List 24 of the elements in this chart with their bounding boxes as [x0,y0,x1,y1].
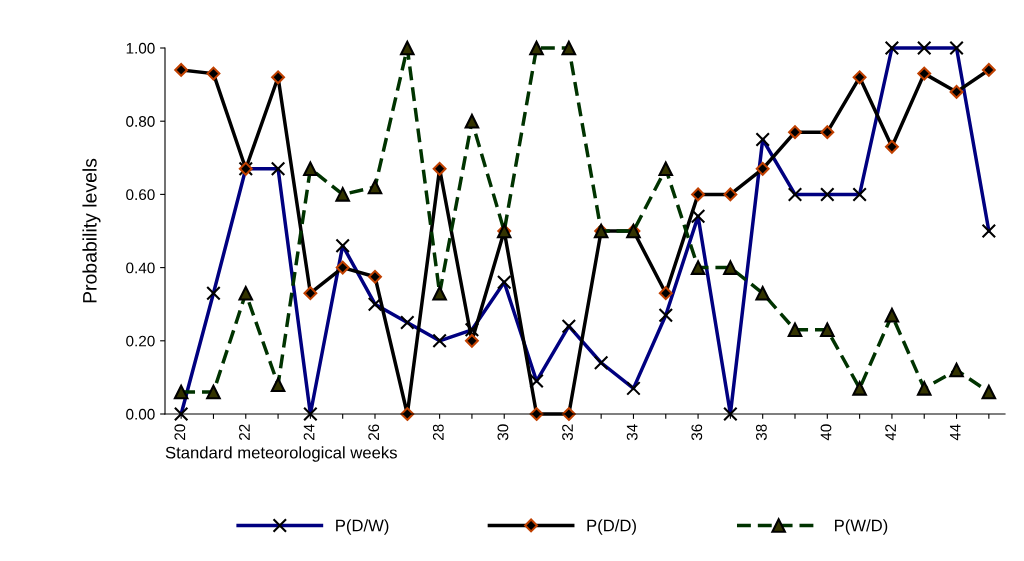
x-tick-label: 42 [885,424,896,441]
x-tick-label: 34 [626,424,638,441]
legend-label: P(W/D) [835,519,888,535]
x-axis-title: Standard meteorological weeks [165,446,397,462]
x-tick-label: 40 [820,424,832,441]
y-axis-title: Probability levels [82,158,101,303]
y-tick-label: 0.00 [126,408,155,420]
x-tick-label: 24 [303,424,315,440]
x-tick-label: 22 [239,424,250,440]
x-tick-label: 36 [691,424,703,441]
x-tick-label: 26 [368,424,380,440]
x-tick-label: 44 [949,424,961,441]
y-tick-label: 0.80 [126,116,155,127]
legend-label: P(D/D) [587,519,636,535]
x-tick-label: 32 [562,424,573,441]
y-tick-label: 0.20 [126,335,155,347]
x-tick-label: 28 [432,424,444,440]
legend-label: P(D/W) [336,519,389,535]
x-tick-label: 38 [755,424,767,441]
x-tick-label: 20 [174,424,186,440]
y-tick-label: 1.00 [126,42,155,54]
y-tick-label: 0.40 [126,262,155,274]
y-tick-label: 0.60 [126,189,155,201]
x-tick-label: 30 [497,424,509,441]
